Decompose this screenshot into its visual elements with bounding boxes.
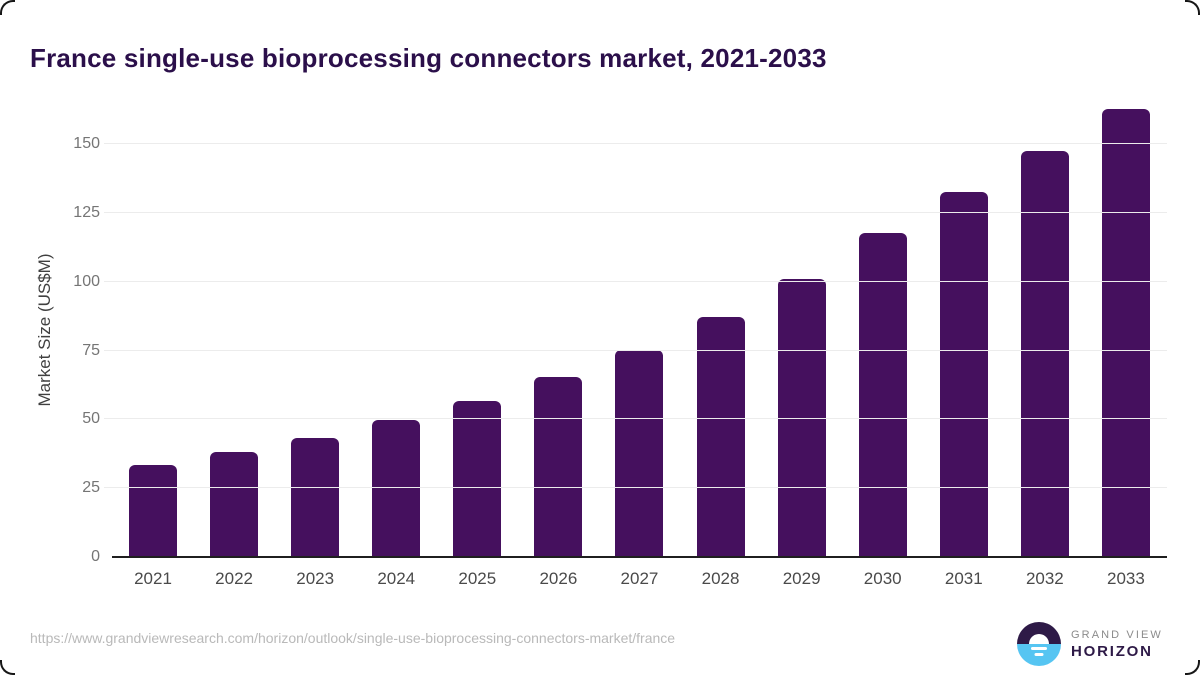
x-tick-label-2024: 2024 [377,569,416,588]
card-corner-top-left [0,0,15,15]
gridline-150 [104,143,1167,145]
x-tick-label-2032: 2032 [1025,569,1064,588]
x-tick-label-2026: 2026 [539,569,578,588]
logo-text-grand-view: GRAND VIEW [1071,628,1163,641]
x-axis-tick-labels: 2021 2022 2023 2024 2025 2026 2027 2028 2029 2030… [112,569,1167,589]
bar-2023 [291,438,340,557]
card-corner-bottom-left [0,660,15,675]
bar-2025 [453,401,502,557]
logo-reflection-stripe [1034,653,1044,656]
bar-2027 [615,350,664,557]
logo-text-horizon: HORIZON [1071,642,1153,660]
bar-2021 [129,465,177,557]
gridline-50 [104,418,1167,420]
x-tick-label-2028: 2028 [701,569,740,588]
grand-view-horizon-logo-icon [1017,622,1061,666]
bar-2022 [210,452,259,557]
x-tick-label-2031: 2031 [944,569,983,588]
bar-2032 [1020,151,1069,557]
page-title: France single-use bioprocessing connecto… [30,43,827,74]
gridline-125 [104,212,1167,213]
gridline-75 [104,349,1167,351]
plot-area [104,105,1167,557]
y-tick-label: 75 [82,341,100,359]
gridline-25 [104,487,1167,489]
y-tick-label: 25 [82,479,100,497]
x-tick-label-2030: 2030 [863,569,902,588]
x-tick-label-2029: 2029 [782,569,821,588]
bar-2030 [858,233,907,557]
y-tick-label: 0 [91,548,100,565]
bar-2024 [372,420,421,557]
bar-2029 [777,279,826,557]
x-tick-label-2025: 2025 [458,569,497,588]
brand-logo: GRAND VIEW HORIZON [1017,622,1163,666]
y-tick-label: 50 [82,410,100,428]
gridline-100 [104,280,1167,282]
x-tick-label-2033: 2033 [1107,569,1145,588]
card-corner-top-right [1185,0,1200,15]
logo-sun-shape [1029,634,1049,644]
y-tick-label: 100 [73,272,100,290]
x-tick-label-2023: 2023 [296,569,335,588]
x-tick-label-2021: 2021 [134,569,172,588]
x-tick-label-2027: 2027 [620,569,659,588]
source-url: https://www.grandviewresearch.com/horizo… [30,630,676,646]
x-axis-line [112,556,1167,558]
bar-2033 [1101,109,1150,557]
y-tick-label: 150 [73,135,100,153]
bar-2026 [534,377,583,557]
y-tick-label: 125 [73,204,100,221]
bar-series [112,105,1167,557]
bar-2028 [696,317,745,557]
bar-2031 [939,192,988,557]
x-tick-label-2022: 2022 [215,569,253,588]
card-corner-bottom-right [1185,660,1200,675]
logo-reflection-stripe [1031,647,1047,650]
y-axis-tick-labels: 0 25 50 75 100 125 150 [0,105,100,565]
logo-text: GRAND VIEW HORIZON [1071,629,1163,660]
